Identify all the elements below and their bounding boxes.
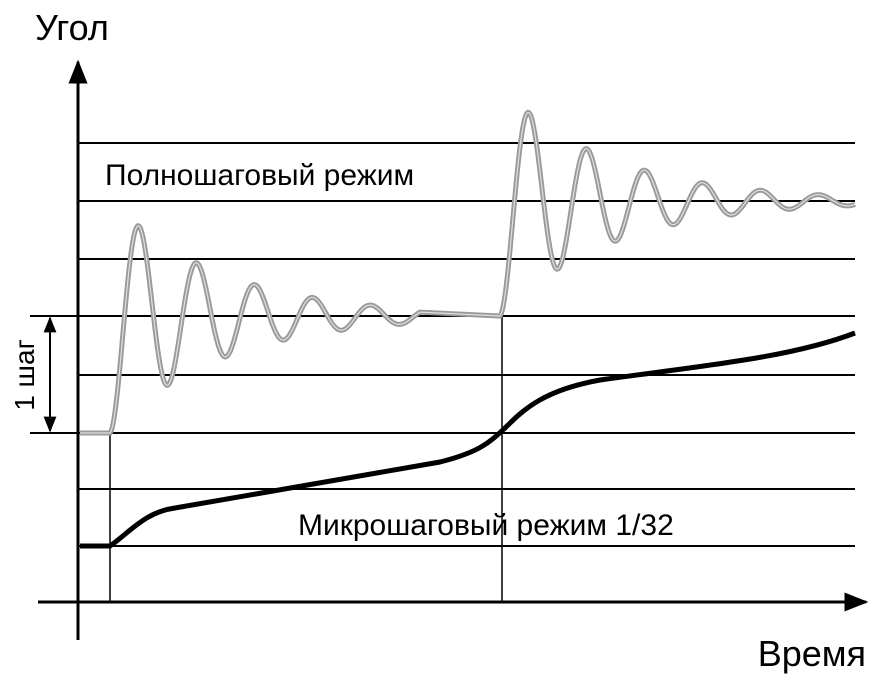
micro-step-curve bbox=[80, 330, 856, 549]
y-axis-label: Угол bbox=[35, 7, 109, 48]
x-axis-label: Время bbox=[758, 633, 866, 674]
full-step-curve-highlight bbox=[80, 111, 856, 434]
annotation: Микрошаговый режим 1/32 bbox=[298, 509, 674, 542]
annotation: Полношаговый режим bbox=[105, 159, 414, 192]
grid-lines bbox=[30, 142, 855, 602]
step-label: 1 шаг bbox=[9, 339, 40, 411]
